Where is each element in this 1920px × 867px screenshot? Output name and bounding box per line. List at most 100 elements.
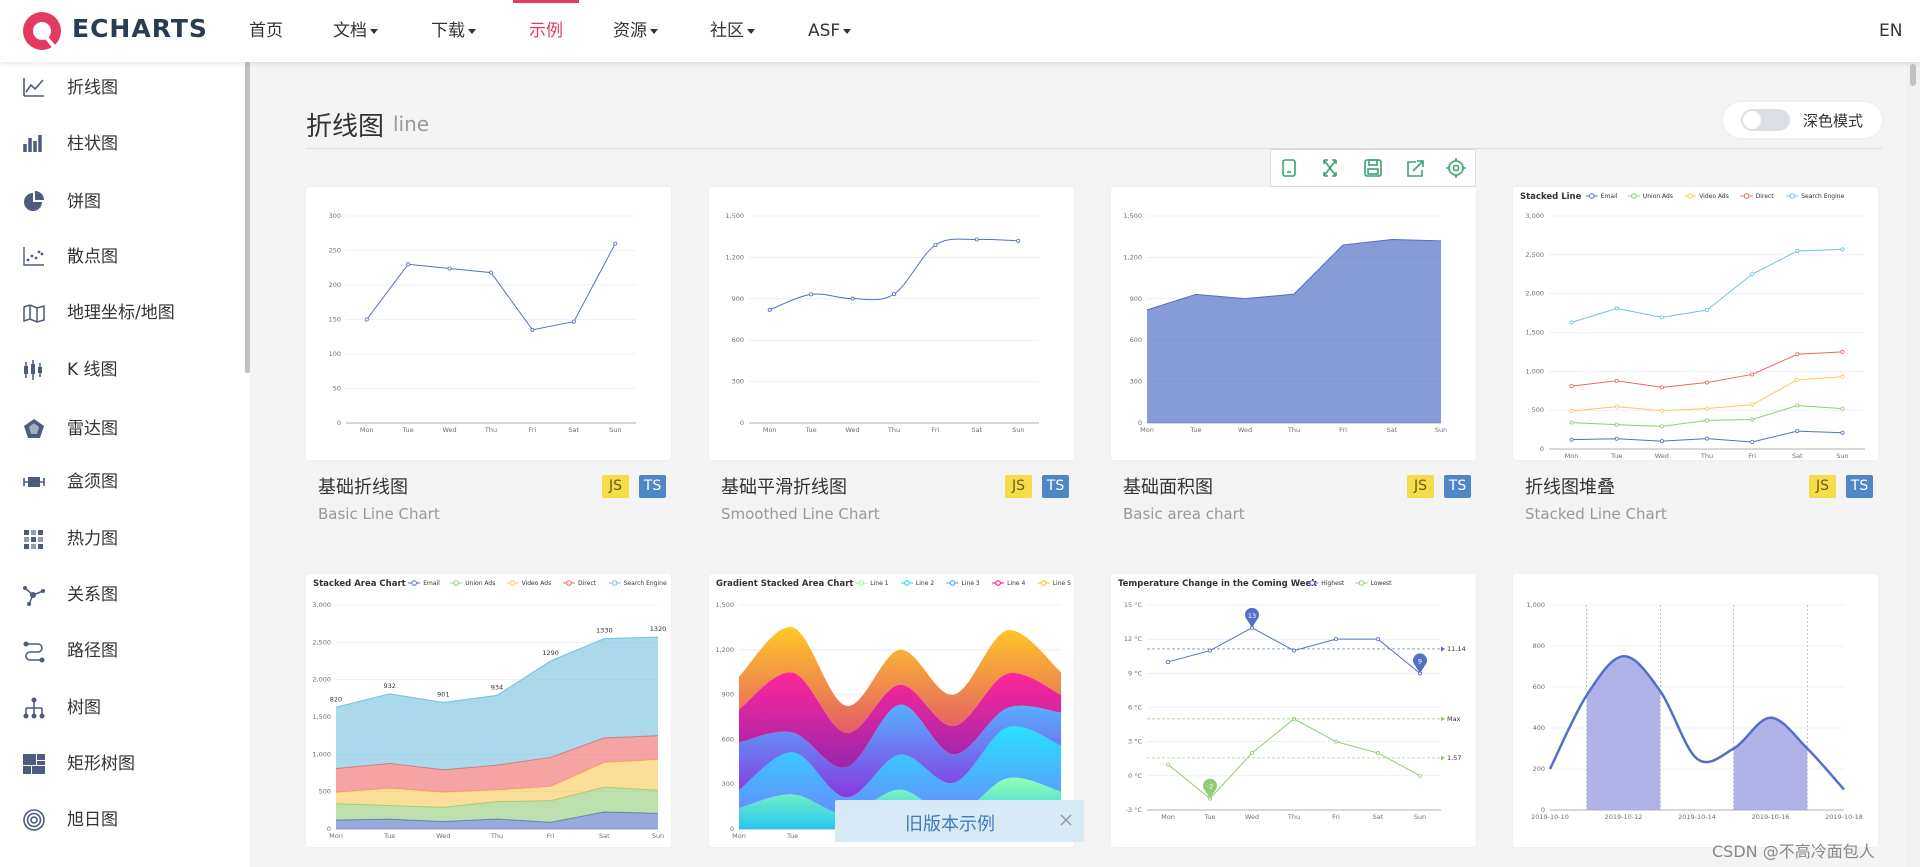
sidebar-label[interactable]: 盒须图 [67,472,118,492]
sidebar-icon[interactable] [22,752,46,776]
legacy-popup[interactable]: 旧版本示例 [835,800,1084,842]
sidebar-label[interactable]: 树图 [67,698,101,718]
example-card[interactable]: 0 50 100 150 200 250 300 Mon Tue Wed Thu Fri Sat Sun [306,187,671,460]
sidebar-label[interactable]: K 线图 [67,360,118,380]
card-title[interactable]: 基础面积图 [1123,477,1213,498]
card-title[interactable]: 折线图堆叠 [1525,477,1615,498]
card-title[interactable]: 基础折线图 [318,477,408,498]
sidebar-icon[interactable] [22,583,46,607]
nav-label[interactable]: ASF [808,21,841,41]
card-title[interactable]: 基础平滑折线图 [721,477,847,498]
nav-label[interactable]: 示例 [529,21,563,41]
code-badge[interactable]: JS [1005,475,1032,498]
sidebar-label[interactable]: 折线图 [67,78,118,98]
code-badge[interactable]: TS [1042,475,1069,498]
tool-settings[interactable] [1446,158,1466,178]
sidebar-item[interactable]: 热力图 [0,519,240,559]
sidebar-item[interactable]: K 线图 [0,350,240,390]
nav-item[interactable]: 社区 [710,0,755,62]
thumbnail[interactable]: 0 50 100 150 200 250 300 Mon Tue Wed Thu Fri Sat Sun [306,187,671,460]
tool-phone[interactable] [1282,159,1296,177]
nav-caret[interactable] [468,28,476,34]
sidebar-icon[interactable] [22,358,46,382]
example-card[interactable]: Stacked Line 0 500 1,000 1,500 2,000 2,500 3,00… [1513,187,1878,460]
thumbnail[interactable]: Stacked Area Chart 0 500 1,000 1,500 2,000 2,5… [306,574,671,847]
lang-switch[interactable]: EN [1879,21,1903,41]
nav-item[interactable]: 首页 [249,0,283,62]
sidebar-item[interactable]: 雷达图 [0,409,240,449]
sidebar-icon[interactable] [22,245,46,269]
code-badge[interactable]: JS [1809,475,1836,498]
sidebar-icon[interactable] [22,132,46,156]
example-card[interactable]: Temperature Change in the Coming Week -3 … [1111,574,1476,847]
sidebar-label[interactable]: 矩形树图 [67,754,135,774]
code-badge[interactable]: TS [1846,475,1873,498]
sidebar-item[interactable]: 饼图 [0,182,240,222]
code-badge[interactable]: JS [602,475,629,498]
sidebar-label[interactable]: 热力图 [67,529,118,549]
sidebar-label[interactable]: 旭日图 [67,810,118,830]
nav-caret[interactable] [650,28,658,34]
sidebar-item[interactable]: 路径图 [0,631,240,671]
sidebar-label[interactable]: 地理坐标/地图 [67,303,175,323]
thumbnail[interactable]: Temperature Change in the Coming Week -3 … [1111,574,1476,847]
sidebar-label[interactable]: 散点图 [67,247,118,267]
sidebar-label[interactable]: 柱状图 [67,134,118,154]
popup-text[interactable]: 旧版本示例 [905,814,995,835]
example-card[interactable]: 0 300 600 900 1,200 1,500 Mon Tue Wed Thu Fri Sat Su… [709,187,1074,460]
code-badge[interactable]: TS [1444,475,1471,498]
sidebar-icon[interactable] [22,639,46,663]
sidebar-item[interactable]: 旭日图 [0,800,240,840]
example-card[interactable]: 0 200 400 600 800 1,000 2019-10-10 2019-10-12 20… [1513,574,1878,847]
tool-save[interactable] [1364,159,1382,177]
nav-label[interactable]: 文档 [333,21,367,41]
sidebar-item[interactable]: 散点图 [0,237,240,277]
nav-label[interactable]: 资源 [613,21,647,41]
sidebar-label[interactable]: 关系图 [67,585,118,605]
nav-caret[interactable] [370,28,378,34]
sidebar-label[interactable]: 雷达图 [67,419,118,439]
sidebar-item[interactable]: 柱状图 [0,124,240,164]
sidebar-icon[interactable] [22,76,46,100]
sidebar-icon[interactable] [22,417,46,441]
sidebar-item[interactable]: 矩形树图 [0,744,240,784]
sidebar-item[interactable]: 关系图 [0,575,240,615]
nav-caret[interactable] [843,28,852,34]
dark-mode-toggle[interactable]: 深色模式 [1723,102,1882,138]
sidebar-item[interactable]: 地理坐标/地图 [0,293,240,333]
code-badge[interactable]: TS [639,475,666,498]
logo-text[interactable]: ECHARTS [72,14,208,43]
sidebar-item[interactable]: 折线图 [0,68,240,108]
nav-label[interactable]: 社区 [710,21,744,41]
thumbnail[interactable]: 0 300 600 900 1,200 1,500 Mon Tue Wed Thu Fri Sat Su… [709,187,1074,460]
x-tick-label: Thu [1287,426,1300,434]
nav-item[interactable]: 下载 [431,0,476,62]
nav-label[interactable]: 首页 [249,21,283,41]
example-card[interactable]: Stacked Area Chart 0 500 1,000 1,500 2,000 2,5… [306,574,671,847]
sidebar-icon[interactable] [22,301,46,325]
nav-item[interactable]: 资源 [613,0,658,62]
sidebar-icon[interactable] [22,696,46,720]
thumbnail[interactable]: 0 200 400 600 800 1,000 2019-10-10 2019-10-12 20… [1513,574,1878,847]
nav-item[interactable]: 示例 [513,0,579,62]
sidebar-label[interactable]: 饼图 [67,192,101,212]
thumbnail[interactable]: Stacked Line 0 500 1,000 1,500 2,000 2,500 3,00… [1513,187,1878,460]
sidebar-icon[interactable] [22,470,46,494]
thumbnail[interactable]: 0 300 600 900 1,200 1,500 Mon Tue Wed Thu Fri Sat Su… [1111,187,1476,460]
logo-icon[interactable] [22,10,66,54]
tool-share[interactable] [1407,160,1424,177]
tool-fullscreen[interactable] [1323,159,1337,177]
nav-label[interactable]: 下载 [431,21,465,41]
code-badge[interactable]: JS [1407,475,1434,498]
nav-caret[interactable] [747,28,755,34]
popup-close[interactable] [1059,813,1073,827]
sidebar-icon[interactable] [22,527,46,551]
nav-item[interactable]: 文档 [333,0,378,62]
example-card[interactable]: 0 300 600 900 1,200 1,500 Mon Tue Wed Thu Fri Sat Su… [1111,187,1476,460]
sidebar-icon[interactable] [22,808,46,832]
sidebar-item[interactable]: 树图 [0,688,240,728]
nav-item[interactable]: ASF [808,0,852,62]
sidebar-item[interactable]: 盒须图 [0,462,240,502]
sidebar-icon[interactable] [22,190,46,214]
sidebar-label[interactable]: 路径图 [67,641,118,661]
